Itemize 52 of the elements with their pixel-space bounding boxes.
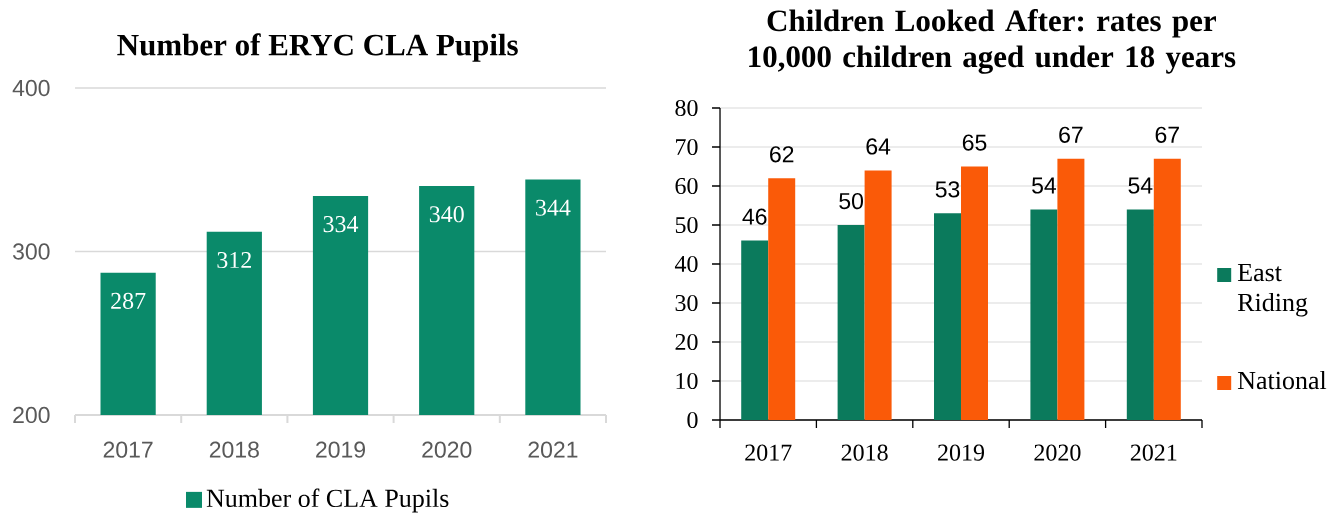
y-tick-label: 300 xyxy=(12,243,50,260)
data-label: 50 xyxy=(839,192,864,210)
data-label: 334 xyxy=(323,216,359,233)
data-label: 287 xyxy=(111,292,146,309)
x-tick-label: 2018 xyxy=(209,441,259,458)
chart-title: Number of ERYC CLA Pupils xyxy=(117,33,518,62)
data-label: 54 xyxy=(1128,177,1153,194)
bar xyxy=(934,213,961,420)
data-label: 344 xyxy=(536,199,571,216)
data-label: 65 xyxy=(962,134,987,151)
x-tick-label: 2020 xyxy=(422,441,472,458)
data-label: 53 xyxy=(935,181,960,198)
x-tick-label: 2017 xyxy=(103,441,153,458)
y-tick-label: 400 xyxy=(12,79,50,97)
y-tick-label: 60 xyxy=(675,177,698,195)
data-label: 67 xyxy=(1059,126,1083,143)
data-label: 67 xyxy=(1155,126,1179,143)
bar xyxy=(768,178,796,420)
bar xyxy=(961,166,988,420)
x-tick-label: 2021 xyxy=(1130,444,1177,461)
y-tick-label: 0 xyxy=(687,411,698,429)
bar xyxy=(837,224,865,420)
bar xyxy=(1153,158,1181,420)
legend-label: National xyxy=(1237,370,1327,390)
legend-label: Number of CLA Pupils xyxy=(206,488,449,513)
bar xyxy=(741,240,769,420)
x-tick-label: 2020 xyxy=(1034,444,1081,461)
x-tick-label: 2018 xyxy=(841,444,888,461)
y-tick-label: 70 xyxy=(676,138,698,156)
y-tick-label: 50 xyxy=(675,216,698,234)
data-label: 46 xyxy=(742,208,767,225)
legend-label: East Riding xyxy=(1237,263,1308,317)
y-tick-label: 80 xyxy=(675,99,698,117)
data-label: 54 xyxy=(1032,177,1057,194)
data-label: 340 xyxy=(429,206,464,223)
y-tick-label: 20 xyxy=(675,333,698,351)
data-label: 62 xyxy=(770,146,794,163)
bar xyxy=(1030,209,1058,420)
x-tick-label: 2019 xyxy=(316,441,365,458)
bar xyxy=(1126,209,1154,420)
bar xyxy=(1057,158,1085,420)
data-label: 64 xyxy=(866,138,891,155)
x-tick-label: 2019 xyxy=(938,444,985,461)
x-tick-label: 2017 xyxy=(745,444,792,461)
y-tick-label: 40 xyxy=(674,255,698,273)
data-label: 312 xyxy=(217,251,251,269)
y-tick-label: 10 xyxy=(676,372,698,390)
y-tick-label: 200 xyxy=(13,406,50,424)
bar xyxy=(864,170,892,420)
y-tick-label: 30 xyxy=(675,294,698,312)
chart-title: Children Looked After: rates per 10,000 children aged under 18 years xyxy=(749,9,1236,74)
x-tick-label: 2021 xyxy=(528,441,578,458)
